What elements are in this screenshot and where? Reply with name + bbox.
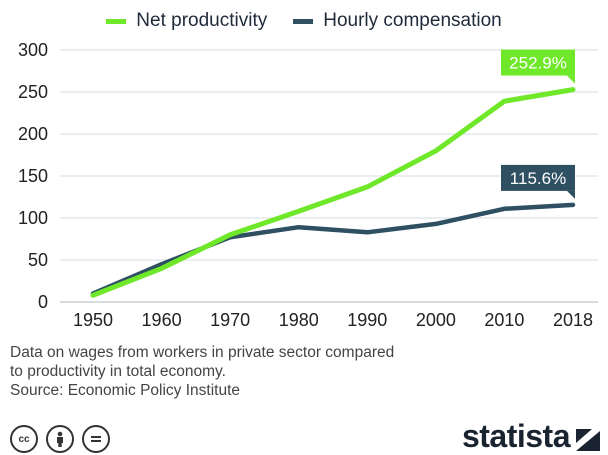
note-line-2: to productivity in total economy. [10, 363, 226, 380]
license-icons: cc [10, 425, 110, 453]
x-tick-label-2000: 2000 [416, 310, 456, 330]
creative-commons-icon[interactable]: cc [10, 425, 38, 453]
x-tick-label-1980: 1980 [279, 310, 319, 330]
legend-swatch-hourly-compensation [293, 18, 314, 24]
legend-item-hourly-compensation: Hourly compensation [293, 10, 502, 32]
chart-notes: Data on wages from workers in private se… [10, 343, 530, 400]
chart-legend: Net productivity Hourly compensation [0, 10, 608, 32]
note-line-1: Data on wages from workers in private se… [10, 344, 395, 361]
end-label-box-hourly-compensation [501, 164, 575, 191]
attribution-icon[interactable] [46, 425, 74, 453]
end-label-pointer-net-productivity [567, 75, 575, 84]
end-label-pointer-hourly-compensation [567, 190, 575, 199]
end-label-box-net-productivity [501, 49, 575, 76]
series-line-hourly-compensation [90, 202, 576, 296]
legend-item-net-productivity: Net productivity [106, 10, 267, 32]
x-tick-label-1960: 1960 [142, 310, 182, 330]
y-tick-label-150: 150 [18, 166, 48, 186]
end-label-text-hourly-compensation: 115.6% [510, 169, 566, 188]
y-tick-label-200: 200 [18, 124, 48, 144]
y-tick-label-100: 100 [18, 208, 48, 228]
x-tick-label-1950: 1950 [73, 310, 113, 330]
y-tick-label-50: 50 [28, 250, 48, 270]
series-line-net-productivity [90, 87, 576, 298]
y-tick-label-250: 250 [18, 82, 48, 102]
x-tick-label-2018: 2018 [553, 310, 593, 330]
source-line: Source: Economic Policy Institute [10, 382, 241, 399]
legend-label-hourly-compensation: Hourly compensation [323, 10, 502, 31]
y-tick-label-0: 0 [38, 292, 48, 312]
x-tick-label-2010: 2010 [484, 310, 524, 330]
end-label-text-net-productivity: 252.9% [509, 54, 567, 73]
no-derivatives-icon[interactable] [82, 425, 110, 453]
legend-swatch-net-productivity [106, 18, 127, 24]
x-tick-label-1990: 1990 [347, 310, 387, 330]
statista-logo-mark-icon [576, 428, 600, 451]
brand-name: statista [461, 418, 571, 454]
x-tick-label-1970: 1970 [210, 310, 250, 330]
statista-brand[interactable]: statista [462, 418, 600, 455]
legend-label-net-productivity: Net productivity [136, 10, 268, 31]
line-chart: 0 50 100 150 200 250 300 1950 1960 1970 1980 1990 20… [18, 40, 598, 330]
y-tick-label-300: 300 [18, 40, 48, 60]
